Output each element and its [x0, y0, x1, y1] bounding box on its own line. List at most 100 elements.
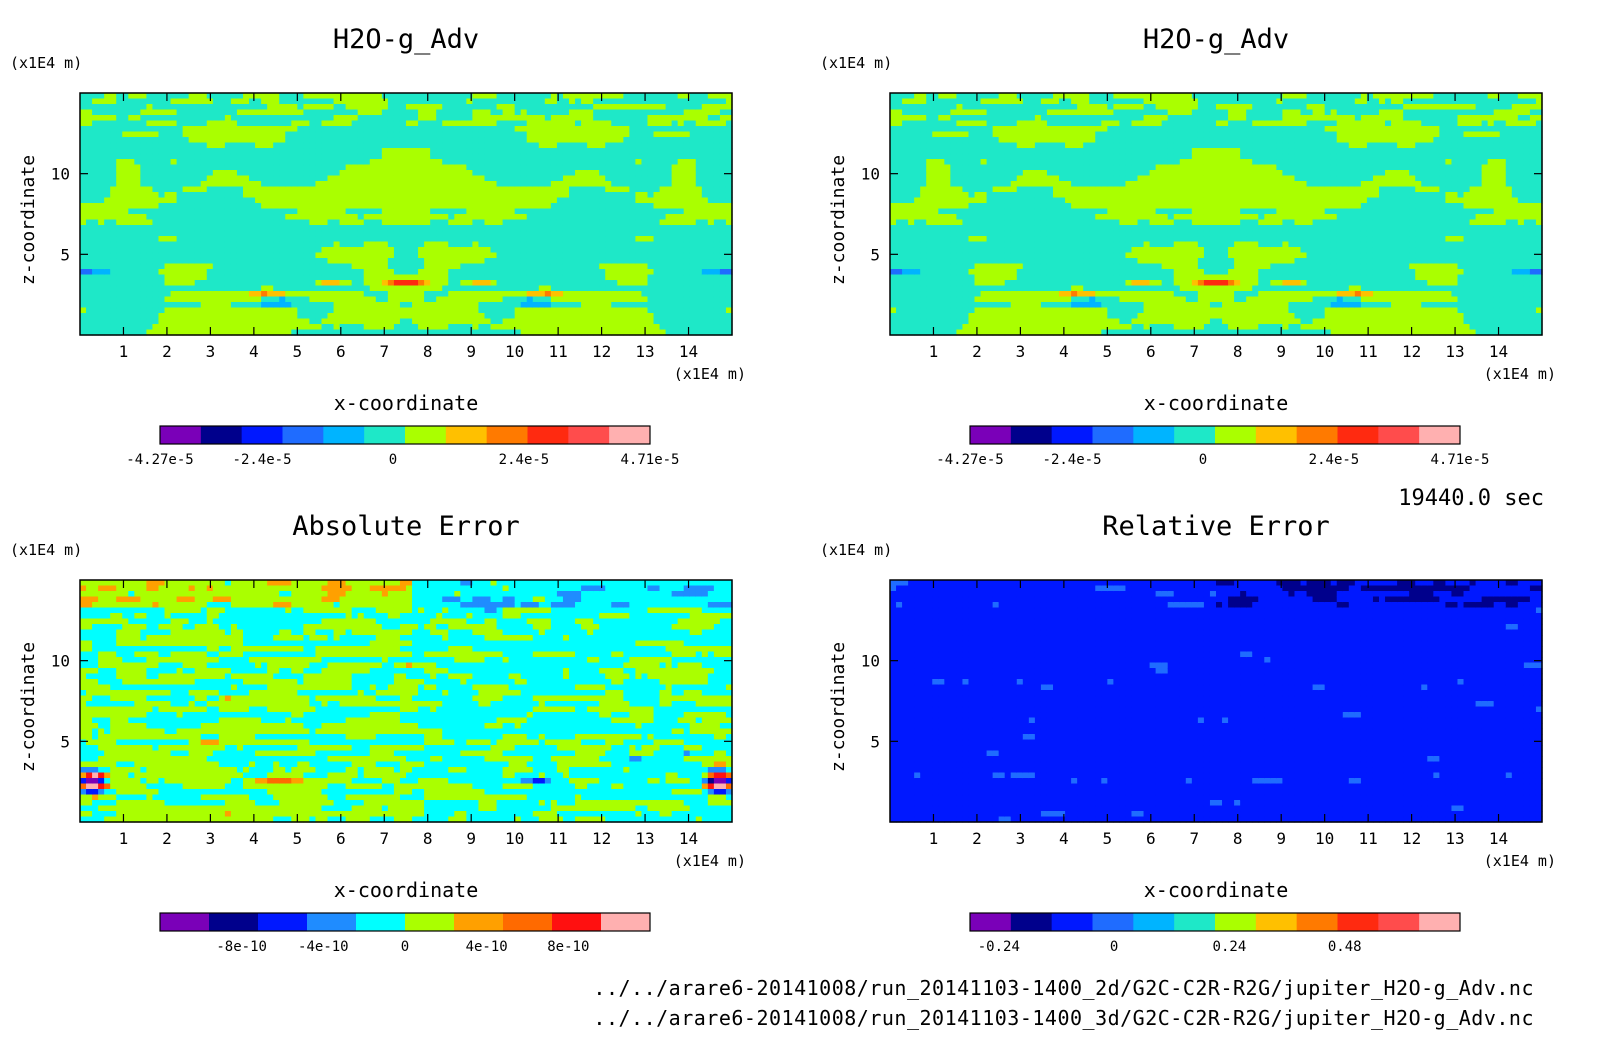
- heatmap-cell: [502, 109, 510, 116]
- panel-1: [79, 92, 733, 445]
- heatmap-cell: [194, 269, 202, 276]
- heatmap-cell: [381, 148, 389, 155]
- heatmap-cell: [261, 175, 268, 182]
- heatmap-cell: [309, 170, 317, 177]
- heatmap-cell: [550, 153, 558, 160]
- heatmap-cell: [647, 225, 655, 232]
- heatmap-cell: [375, 291, 383, 298]
- heatmap-cell: [158, 324, 166, 331]
- colorbar: [159, 425, 651, 445]
- heatmap-cell: [569, 164, 576, 171]
- heatmap-cell: [273, 241, 280, 248]
- heatmap-cell: [134, 208, 141, 215]
- heatmap-cell: [279, 291, 286, 298]
- heatmap-cell: [387, 115, 395, 122]
- heatmap-cell: [399, 170, 407, 177]
- heatmap-cell: [92, 192, 99, 199]
- heatmap-cell: [448, 98, 455, 105]
- heatmap-cell: [243, 252, 250, 259]
- heatmap-cell: [122, 170, 129, 177]
- heatmap-cell: [490, 214, 498, 221]
- heatmap-cell: [520, 252, 528, 259]
- heatmap-cell: [677, 197, 685, 204]
- heatmap-cell: [110, 126, 117, 133]
- heatmap-cell: [448, 219, 455, 226]
- heatmap-cell: [544, 120, 552, 127]
- heatmap-cell: [908, 241, 915, 248]
- heatmap-cell: [333, 236, 341, 243]
- heatmap-cell: [725, 93, 733, 100]
- heatmap-cell: [98, 263, 105, 270]
- heatmap-cell: [375, 241, 383, 248]
- heatmap-cell: [164, 93, 172, 100]
- heatmap-cell: [581, 252, 588, 259]
- heatmap-cell: [176, 126, 184, 133]
- heatmap-cell: [188, 236, 196, 243]
- heatmap-cell: [659, 230, 667, 237]
- heatmap-cell: [647, 153, 655, 160]
- heatmap-cell: [490, 175, 498, 182]
- heatmap-cell: [357, 142, 365, 149]
- heatmap-cell: [309, 230, 317, 237]
- heatmap-cell: [116, 126, 123, 133]
- heatmap-cell: [291, 241, 298, 248]
- heatmap-cell: [611, 192, 618, 199]
- heatmap-cell: [418, 225, 425, 232]
- heatmap-cell: [194, 131, 202, 138]
- heatmap-cell: [188, 131, 196, 138]
- heatmap-cell: [212, 258, 220, 265]
- heatmap-cell: [454, 109, 461, 116]
- heatmap-cell: [713, 280, 721, 287]
- heatmap-cell: [665, 148, 673, 155]
- heatmap-cell: [556, 296, 564, 303]
- heatmap-cell: [212, 170, 220, 177]
- heatmap-cell: [713, 203, 721, 210]
- heatmap-cell: [725, 98, 733, 105]
- heatmap-cell: [593, 258, 600, 265]
- heatmap-cell: [158, 263, 166, 270]
- heatmap-cell: [230, 324, 238, 331]
- heatmap-cell: [321, 313, 329, 320]
- heatmap-cell: [176, 186, 184, 193]
- heatmap-cell: [653, 274, 661, 281]
- heatmap-cell: [623, 104, 630, 111]
- heatmap-cell: [363, 313, 371, 320]
- heatmap-cell: [357, 296, 365, 303]
- heatmap-cell: [158, 208, 166, 215]
- heatmap-cell: [701, 329, 709, 336]
- heatmap-cell: [520, 104, 528, 111]
- heatmap-cell: [134, 214, 141, 221]
- heatmap-cell: [659, 115, 667, 122]
- heatmap-cell: [460, 241, 467, 248]
- heatmap-cell: [309, 263, 317, 270]
- heatmap-cell: [617, 115, 624, 122]
- heatmap-cell: [454, 159, 461, 166]
- heatmap-cell: [526, 324, 534, 331]
- heatmap-cell: [472, 197, 480, 204]
- heatmap-cell: [436, 170, 443, 177]
- heatmap-cell: [122, 142, 129, 149]
- heatmap-cell: [430, 175, 437, 182]
- heatmap-cell: [399, 285, 407, 292]
- heatmap-cell: [454, 274, 461, 281]
- heatmap-cell: [363, 307, 371, 314]
- heatmap-cell: [122, 214, 129, 221]
- heatmap-cell: [315, 324, 323, 331]
- heatmap-cell: [581, 291, 588, 298]
- heatmap-cell: [466, 98, 474, 105]
- heatmap-cell: [520, 203, 528, 210]
- heatmap-cell: [164, 142, 172, 149]
- heatmap-cell: [327, 285, 335, 292]
- heatmap-cell: [170, 164, 178, 171]
- heatmap-cell: [466, 93, 474, 100]
- heatmap-cell: [140, 148, 148, 155]
- heatmap-cell: [442, 153, 449, 160]
- heatmap-cell: [442, 214, 449, 221]
- heatmap-cell: [587, 324, 594, 331]
- heatmap-cell: [303, 307, 311, 314]
- heatmap-cell: [436, 159, 443, 166]
- heatmap-cell: [345, 164, 353, 171]
- colorbar-swatch: [241, 426, 283, 444]
- heatmap-cell: [424, 307, 431, 314]
- heatmap-cell: [908, 203, 915, 210]
